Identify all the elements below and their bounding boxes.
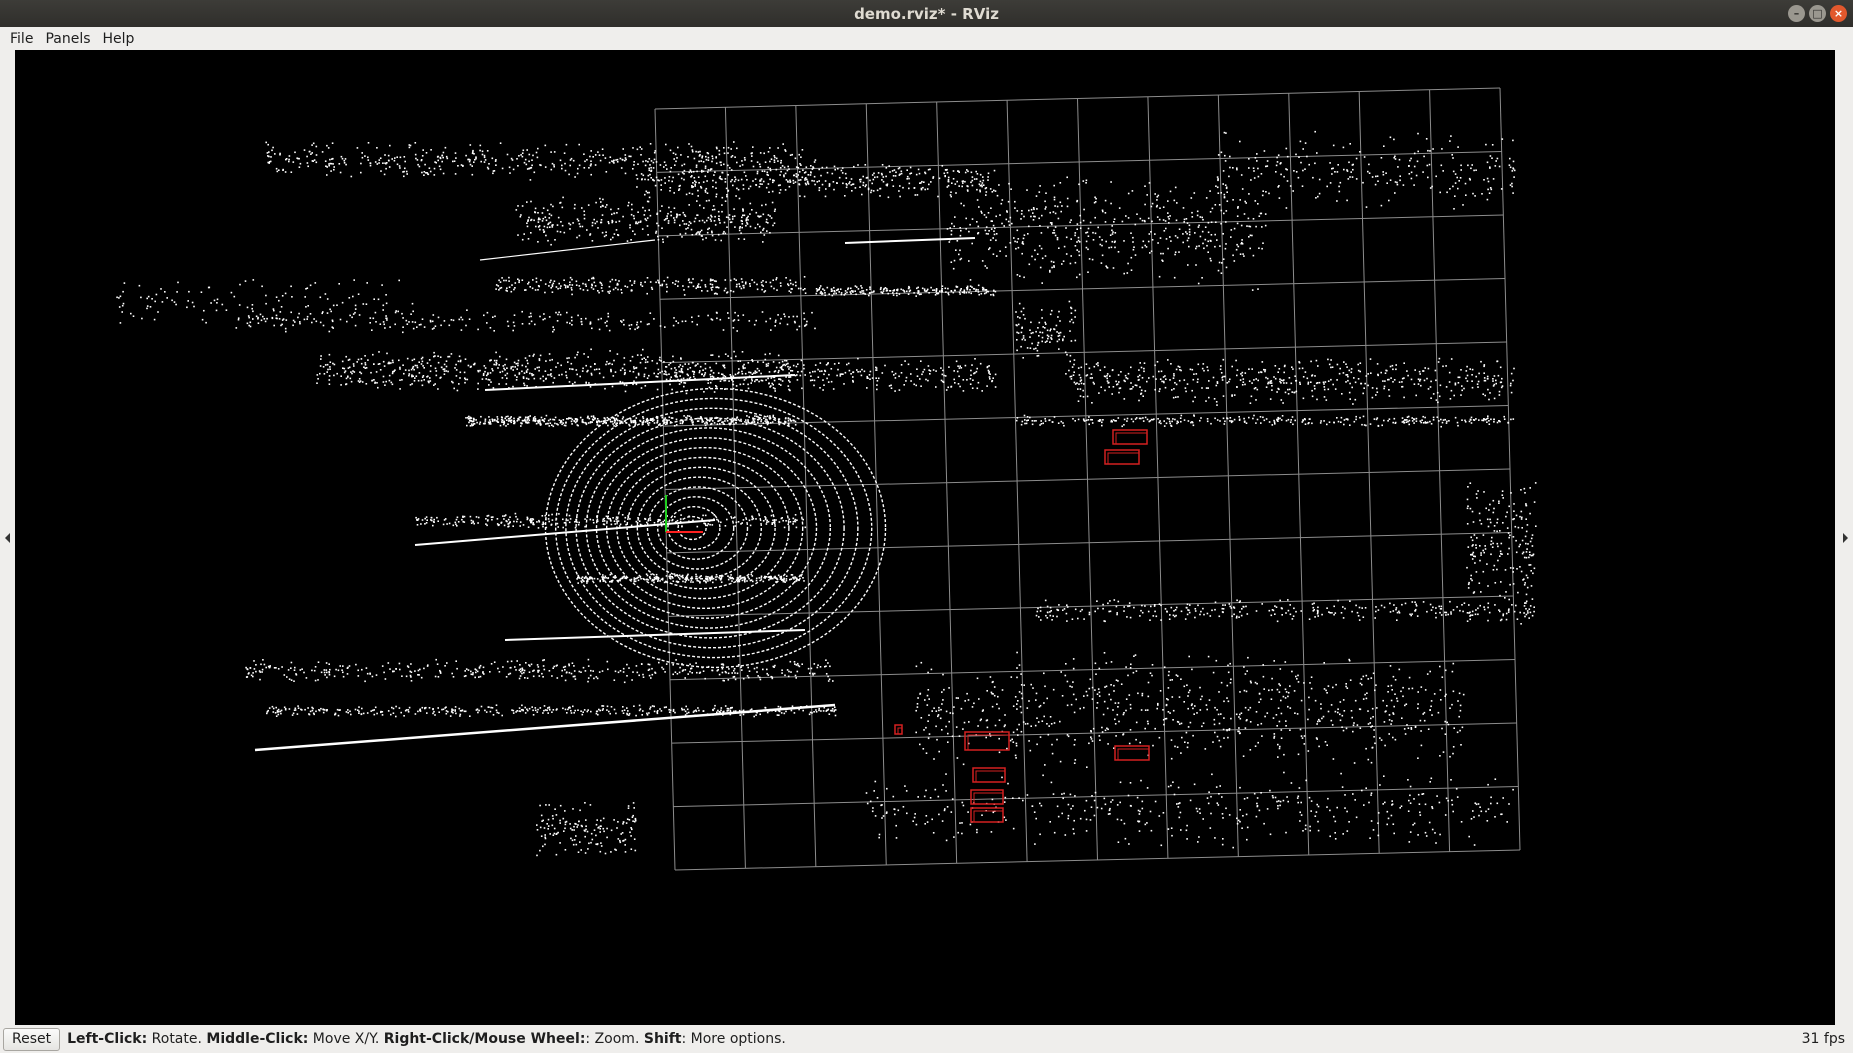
grid	[654, 87, 1521, 871]
hint-action: Move X/Y.	[308, 1031, 384, 1047]
collapse-right-icon	[1843, 532, 1848, 543]
origin-axes-icon	[665, 495, 703, 533]
menu-bar: File Panels Help	[0, 27, 1853, 50]
hint-action: Rotate.	[147, 1031, 207, 1047]
minimize-button[interactable]: –	[1788, 5, 1805, 22]
window-title: demo.rviz* - RViz	[854, 4, 999, 23]
close-button[interactable]: ×	[1830, 5, 1847, 22]
bounding-boxes	[894, 429, 1150, 823]
3d-render-view[interactable]	[15, 50, 1835, 1025]
hint-key: Middle-Click:	[206, 1031, 309, 1047]
mouse-hint: Left-Click: Rotate. Middle-Click: Move X…	[67, 1031, 786, 1047]
window-titlebar: demo.rviz* - RViz – □ ×	[0, 0, 1853, 27]
reset-button[interactable]: Reset	[3, 1027, 61, 1051]
point-cloud	[116, 130, 1537, 857]
main-area	[0, 50, 1853, 1025]
hint-key: Left-Click:	[67, 1031, 148, 1047]
hint-action: : More options.	[681, 1031, 786, 1047]
point-cloud-canvas[interactable]	[15, 50, 1835, 1025]
hint-key: Right-Click/Mouse Wheel:	[383, 1031, 586, 1047]
menu-help[interactable]: Help	[102, 30, 135, 47]
status-bar: Reset Left-Click: Rotate. Middle-Click: …	[0, 1025, 1853, 1053]
maximize-button[interactable]: □	[1809, 5, 1826, 22]
left-dock-handle[interactable]	[0, 50, 15, 1025]
lidar-rings	[544, 387, 887, 669]
menu-file[interactable]: File	[10, 30, 34, 47]
window-controls: – □ ×	[1788, 5, 1847, 22]
right-dock-handle[interactable]	[1838, 50, 1853, 1025]
collapse-left-icon	[5, 532, 10, 543]
hint-key: Shift	[643, 1031, 682, 1047]
menu-panels[interactable]: Panels	[45, 30, 91, 47]
hint-action: : Zoom.	[585, 1031, 644, 1047]
fps-counter: 31 fps	[1801, 1031, 1845, 1047]
